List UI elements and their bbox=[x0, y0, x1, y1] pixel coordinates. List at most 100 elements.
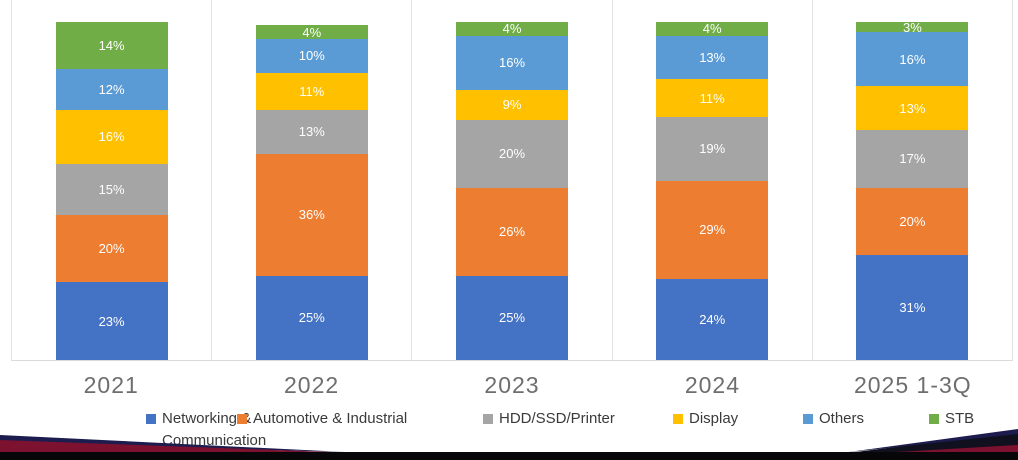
bar-segment-label: 26% bbox=[498, 224, 526, 240]
legend-item: Automotive & Industrial bbox=[237, 408, 407, 430]
bar-segment-label: 10% bbox=[298, 48, 325, 64]
legend-item: Display bbox=[673, 408, 738, 430]
legend-item: Others bbox=[803, 408, 864, 430]
bar-segment: 17% bbox=[856, 130, 969, 188]
bar-segment: 19% bbox=[656, 116, 769, 181]
bar-segment: 36% bbox=[255, 153, 368, 276]
legend-label: Display bbox=[689, 410, 739, 427]
bar-segment: 3% bbox=[856, 19, 969, 35]
stacked-bar: 4% 13% 11% 19% 29% 24% bbox=[656, 21, 769, 360]
bar-segment-label: 13% bbox=[298, 124, 325, 140]
legend-swatch-icon bbox=[673, 414, 683, 424]
bar-segment: 4% bbox=[255, 24, 368, 40]
chart-panel: 4% 10% 11% 13% 36% 25% bbox=[212, 0, 413, 360]
bar-segment: 15% bbox=[55, 163, 168, 215]
ribbon-left-navy-icon bbox=[0, 435, 345, 452]
x-axis-label: 2021 bbox=[83, 372, 139, 398]
legend-item: STB bbox=[929, 408, 974, 430]
x-axis-label: 2023 bbox=[484, 372, 540, 398]
x-axis-label: 2022 bbox=[284, 372, 340, 398]
chart-panel: 4% 13% 11% 19% 29% 24% bbox=[613, 0, 813, 360]
bar-segment: 4% bbox=[456, 22, 568, 36]
bar-segment: 20% bbox=[456, 120, 568, 188]
bar-segment-label: 16% bbox=[498, 55, 526, 71]
x-axis: 2021 2022 2023 2024 2025 1-3Q bbox=[11, 368, 1013, 402]
bar-segment-label: 19% bbox=[699, 141, 726, 157]
legend-swatch-icon bbox=[146, 414, 156, 424]
bar-segment: 26% bbox=[456, 187, 568, 276]
bar-segment: 23% bbox=[55, 282, 168, 360]
bar-segment: 20% bbox=[856, 187, 969, 256]
bar-segment-label: 11% bbox=[299, 83, 325, 99]
bar-segment-label: 4% bbox=[702, 21, 722, 37]
bar-segment: 4% bbox=[656, 21, 769, 37]
chart-panel: 3% 16% 13% 17% 20% 31% bbox=[813, 0, 1012, 360]
bar-segment-label: 12% bbox=[98, 82, 125, 98]
stacked-bar: 4% 16% 9% 20% 26% 25% bbox=[456, 22, 568, 360]
stacked-bar: 3% 16% 13% 17% 20% 31% bbox=[856, 19, 969, 360]
bar-segment-label: 15% bbox=[98, 181, 125, 197]
bar-segment-label: 20% bbox=[98, 240, 125, 256]
bar-segment-label: 17% bbox=[899, 151, 926, 167]
bar-segment-label: 9% bbox=[502, 97, 522, 113]
legend-item: Networking & Communication bbox=[146, 408, 296, 452]
chart-panel: 14% 12% 16% 15% 20% 23% bbox=[12, 0, 213, 360]
bar-segment: 24% bbox=[656, 278, 769, 360]
x-axis-label: 2025 1-3Q bbox=[853, 372, 972, 398]
bar-segment: 9% bbox=[456, 89, 568, 121]
bar-segment: 16% bbox=[856, 32, 969, 87]
bar-segment: 11% bbox=[656, 79, 769, 117]
bar-segment-label: 4% bbox=[302, 24, 322, 40]
ribbon-right-dark-icon bbox=[848, 431, 1018, 453]
bar-segment-label: 23% bbox=[98, 313, 125, 329]
bar-segment: 13% bbox=[255, 109, 368, 154]
bar-segment: 16% bbox=[55, 109, 168, 164]
bar-segment: 12% bbox=[55, 69, 168, 110]
bar-segment-label: 13% bbox=[699, 50, 726, 66]
bar-segment: 14% bbox=[55, 22, 168, 70]
legend-swatch-icon bbox=[237, 414, 247, 424]
bar-segment-label: 11% bbox=[699, 90, 725, 106]
bar-segment-label: 16% bbox=[899, 51, 926, 67]
bar-segment: 16% bbox=[456, 35, 568, 90]
legend-label: STB bbox=[945, 410, 975, 427]
bar-segment-label: 24% bbox=[699, 311, 726, 327]
bar-segment-label: 25% bbox=[298, 310, 325, 326]
bar-segment: 31% bbox=[856, 255, 969, 360]
bar-segment-label: 29% bbox=[699, 222, 726, 238]
legend-label: Automotive & Industrial bbox=[253, 410, 408, 427]
bar-segment-label: 16% bbox=[98, 129, 125, 145]
ribbon-right-navy-icon bbox=[845, 429, 1018, 453]
legend-swatch-icon bbox=[929, 414, 939, 424]
bar-segment-label: 4% bbox=[502, 21, 522, 37]
bar-segment: 29% bbox=[656, 180, 769, 279]
legend-swatch-icon bbox=[483, 414, 493, 424]
bar-segment-label: 20% bbox=[899, 213, 926, 229]
legend-swatch-icon bbox=[803, 414, 813, 424]
bar-segment: 13% bbox=[656, 35, 769, 80]
bar-segment-label: 14% bbox=[98, 38, 125, 54]
legend-label: Others bbox=[819, 410, 865, 427]
bar-segment-label: 25% bbox=[498, 310, 526, 326]
plot-area: 14% 12% 16% 15% 20% 23% 4% 10% 11% 13% 36% 25% 4% 16%… bbox=[11, 0, 1013, 361]
bar-segment-label: 36% bbox=[298, 207, 325, 223]
legend-label: HDD/SSD/Printer bbox=[499, 410, 615, 427]
bar-segment: 10% bbox=[255, 38, 368, 73]
bar-segment: 20% bbox=[55, 214, 168, 283]
bar-segment-label: 3% bbox=[903, 19, 922, 35]
bar-segment-label: 13% bbox=[899, 100, 926, 116]
bar-segment: 13% bbox=[856, 86, 969, 131]
bar-segment: 11% bbox=[255, 72, 368, 110]
stacked-bar: 14% 12% 16% 15% 20% 23% bbox=[55, 22, 168, 360]
stacked-bar: 4% 10% 11% 13% 36% 25% bbox=[255, 24, 368, 360]
legend-label: Networking & Communication bbox=[162, 410, 267, 449]
bar-segment-label: 20% bbox=[498, 146, 526, 162]
bar-segment: 25% bbox=[255, 275, 368, 360]
slide-bottom-bar bbox=[0, 452, 1018, 460]
bar-segment-label: 31% bbox=[899, 300, 926, 316]
legend-item: HDD/SSD/Printer bbox=[483, 408, 615, 430]
bar-segment: 25% bbox=[456, 275, 568, 360]
x-axis-label: 2024 bbox=[684, 372, 740, 398]
chart-panel: 4% 16% 9% 20% 26% 25% bbox=[412, 0, 613, 360]
